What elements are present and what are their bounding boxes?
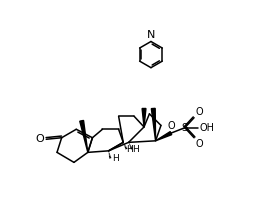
Text: H: H bbox=[126, 145, 133, 154]
Text: O: O bbox=[196, 107, 203, 117]
Text: S: S bbox=[181, 123, 188, 133]
Text: H: H bbox=[132, 145, 139, 154]
Text: O: O bbox=[35, 134, 44, 144]
Polygon shape bbox=[156, 132, 172, 141]
Polygon shape bbox=[151, 108, 156, 141]
Text: N: N bbox=[147, 30, 155, 40]
Text: O: O bbox=[196, 138, 203, 149]
Text: H: H bbox=[112, 154, 118, 163]
Text: OH: OH bbox=[200, 123, 214, 133]
Text: O: O bbox=[167, 121, 175, 131]
Polygon shape bbox=[142, 108, 146, 127]
Polygon shape bbox=[80, 120, 88, 152]
